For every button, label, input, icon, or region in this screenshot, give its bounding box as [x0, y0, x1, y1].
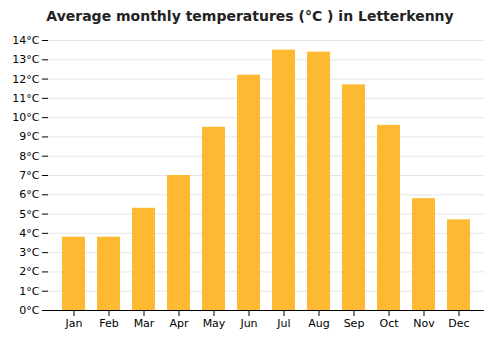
svg-text:Dec: Dec [448, 317, 469, 330]
svg-text:Feb: Feb [99, 317, 118, 330]
svg-text:13°C: 13°C [12, 53, 39, 66]
svg-text:Nov: Nov [413, 317, 435, 330]
svg-text:Jun: Jun [239, 317, 257, 330]
svg-text:12°C: 12°C [12, 73, 39, 86]
svg-text:2°C: 2°C [19, 265, 39, 278]
svg-text:Apr: Apr [169, 317, 189, 330]
html-text:Average monthly temperatures (: Average monthly temperatures (°C ) in Le… [46, 8, 454, 24]
svg-text:Sep: Sep [344, 317, 365, 330]
svg-text:6°C: 6°C [19, 188, 39, 201]
svg-text:4°C: 4°C [19, 227, 39, 240]
svg-text:1°C: 1°C [19, 285, 39, 298]
svg-text:8°C: 8°C [19, 150, 39, 163]
svg-text:14°C: 14°C [12, 34, 39, 47]
svg-text:Mar: Mar [134, 317, 155, 330]
svg-text:3°C: 3°C [19, 246, 39, 259]
svg-text:Jan: Jan [65, 317, 83, 330]
svg-text:9°C: 9°C [19, 130, 39, 143]
svg-text:Oct: Oct [379, 317, 399, 330]
svg-text:7°C: 7°C [19, 169, 39, 182]
svg-text:May: May [203, 317, 226, 330]
svg-text:0°C: 0°C [19, 304, 39, 317]
svg-text:11°C: 11°C [12, 92, 39, 105]
svg-text:Jul: Jul [276, 317, 290, 330]
svg-text:10°C: 10°C [12, 111, 39, 124]
svg-text:Aug: Aug [308, 317, 329, 330]
svg-text:5°C: 5°C [19, 208, 39, 221]
